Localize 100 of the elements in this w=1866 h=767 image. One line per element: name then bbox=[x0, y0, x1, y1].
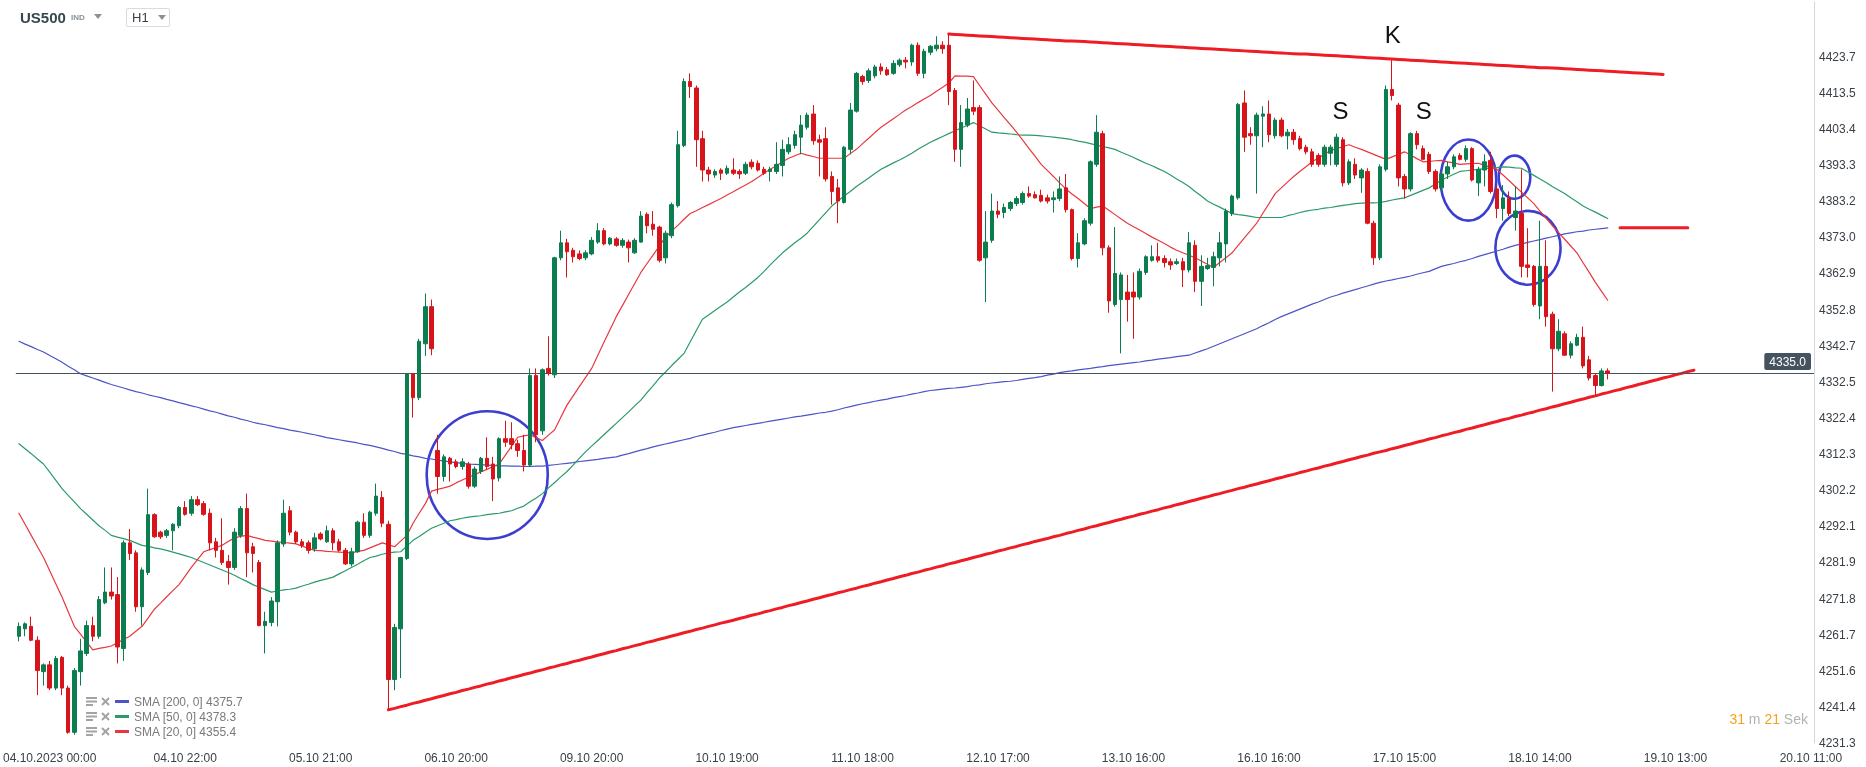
candlestick bbox=[842, 145, 846, 205]
candlestick bbox=[23, 621, 27, 637]
candlestick bbox=[288, 505, 292, 536]
candlestick bbox=[472, 466, 477, 489]
y-tick-label: 4342.7 bbox=[1819, 338, 1857, 353]
candlestick bbox=[257, 559, 261, 627]
candlestick bbox=[953, 87, 957, 163]
candlestick bbox=[1279, 117, 1284, 138]
candlestick bbox=[546, 335, 551, 377]
x-tick-label: 16.10 16:00 bbox=[1237, 751, 1302, 765]
candlestick bbox=[306, 539, 311, 555]
candlestick bbox=[866, 67, 871, 84]
candlestick bbox=[128, 528, 132, 561]
text: IND bbox=[71, 13, 85, 23]
candlestick bbox=[916, 41, 920, 77]
candlestick bbox=[1415, 130, 1419, 150]
candlestick bbox=[1230, 194, 1234, 217]
candlestick bbox=[940, 40, 945, 55]
candlestick bbox=[1267, 99, 1271, 143]
candlestick bbox=[1076, 232, 1080, 268]
candlestick bbox=[485, 436, 489, 470]
y-tick-label: 4302.2 bbox=[1819, 483, 1857, 498]
candlestick bbox=[1181, 257, 1185, 288]
candlestick bbox=[1458, 152, 1462, 161]
candlestick bbox=[1544, 239, 1548, 328]
candlestick bbox=[620, 237, 625, 249]
candlestick bbox=[263, 611, 267, 654]
candlestick bbox=[491, 456, 495, 502]
candlestick bbox=[626, 239, 631, 263]
candlestick bbox=[1224, 208, 1228, 263]
candlestick bbox=[1310, 148, 1314, 168]
candlestick bbox=[947, 32, 951, 106]
dropdown-field: H1 bbox=[126, 8, 170, 27]
candlestick bbox=[1495, 185, 1499, 219]
candlestick bbox=[762, 166, 766, 176]
candlestick bbox=[990, 193, 994, 244]
candlestick bbox=[1070, 208, 1074, 261]
x-tick-label: 04.10.2023 00:00 bbox=[3, 751, 97, 765]
candlestick bbox=[1033, 190, 1037, 200]
candlestick bbox=[719, 167, 723, 181]
y-tick-label: 4332.5 bbox=[1819, 374, 1857, 389]
y-tick-label: 4352.8 bbox=[1819, 302, 1857, 317]
x-tick-label: 20.10 11:00 bbox=[1779, 751, 1843, 765]
candlestick bbox=[1488, 151, 1493, 195]
x-tick-label: 11.10 18:00 bbox=[831, 751, 895, 765]
candlestick bbox=[743, 161, 748, 176]
candlestick bbox=[749, 158, 754, 170]
candlestick bbox=[830, 170, 834, 206]
candlestick bbox=[805, 112, 809, 131]
x-tick-label: 05.10 21:00 bbox=[288, 751, 353, 765]
candlestick bbox=[294, 530, 298, 545]
candlestick bbox=[226, 554, 231, 586]
x-tick-label: 09.10 20:00 bbox=[559, 751, 624, 765]
candlestick bbox=[251, 542, 255, 573]
candlestick bbox=[435, 434, 440, 495]
candlestick bbox=[1100, 130, 1105, 256]
candlestick bbox=[1347, 158, 1351, 186]
candlestick bbox=[836, 178, 840, 224]
candlestick bbox=[645, 211, 649, 234]
candlestick bbox=[1532, 264, 1536, 308]
y-tick-label: 4322.4 bbox=[1819, 410, 1857, 425]
candlestick bbox=[1562, 330, 1567, 357]
candlestick bbox=[879, 62, 883, 76]
y-tick-label: 4373.0 bbox=[1819, 230, 1857, 245]
candlestick bbox=[368, 510, 372, 539]
candlestick bbox=[552, 256, 557, 379]
y-tick-label: 4383.2 bbox=[1819, 194, 1857, 209]
candlestick bbox=[386, 520, 391, 711]
candlestick bbox=[312, 532, 317, 553]
candlestick bbox=[1433, 168, 1438, 192]
ref-line-label: 4335.0 bbox=[1769, 355, 1807, 370]
candlestick bbox=[1304, 144, 1308, 155]
candlestick bbox=[60, 655, 64, 696]
candlestick bbox=[559, 230, 563, 261]
candlestick bbox=[922, 48, 926, 79]
candlestick bbox=[540, 367, 545, 436]
x-tick-label: 18.10 14:00 bbox=[1508, 751, 1572, 765]
candlestick bbox=[1298, 135, 1302, 151]
x-tick-label: 04.10 22:00 bbox=[153, 751, 218, 765]
legend-label: SMA [20, 0] 4355.4 bbox=[134, 724, 237, 739]
candlestick bbox=[793, 130, 797, 150]
candlestick bbox=[479, 456, 483, 475]
candlestick bbox=[325, 525, 329, 544]
candlestick bbox=[1187, 231, 1191, 273]
line-series bbox=[18, 227, 1609, 468]
candlestick bbox=[1291, 128, 1296, 146]
candlestick bbox=[300, 538, 304, 549]
y-tick-label: 4271.8 bbox=[1819, 591, 1857, 606]
candlestick bbox=[343, 547, 348, 566]
candlestick bbox=[756, 159, 760, 172]
candlestick bbox=[1150, 244, 1154, 263]
candlestick bbox=[374, 483, 378, 517]
candlestick bbox=[146, 488, 150, 576]
candlestick bbox=[885, 66, 889, 77]
candlestick bbox=[91, 616, 95, 642]
candlestick bbox=[1261, 105, 1265, 148]
candlestick bbox=[596, 222, 600, 245]
candlestick bbox=[1359, 167, 1364, 194]
candlestick bbox=[429, 299, 434, 356]
candlestick bbox=[1193, 239, 1197, 293]
